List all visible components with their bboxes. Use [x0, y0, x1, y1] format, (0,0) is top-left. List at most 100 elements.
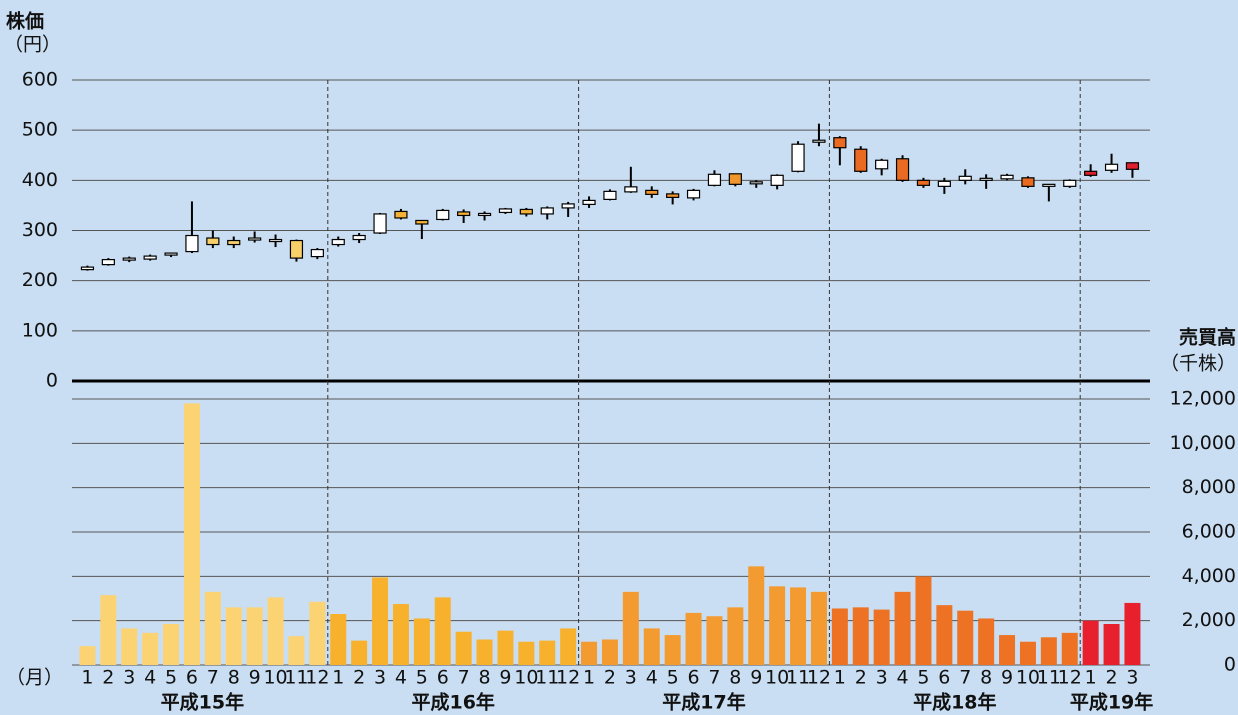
x-tick-label: 4 [897, 667, 909, 689]
year-label: 平成15年 [161, 691, 244, 714]
x-tick-label: 8 [729, 667, 741, 689]
y2-tick-label: 2,000 [1182, 609, 1236, 631]
volume-bar [267, 597, 284, 665]
volume-bar [560, 628, 577, 665]
candle-body [436, 209, 450, 221]
x-tick-label: 5 [667, 667, 679, 689]
year-label: 平成17年 [662, 691, 745, 714]
candle-body [1021, 177, 1035, 187]
candle-body [707, 173, 722, 186]
x-tick-label: 10 [263, 667, 287, 689]
y2-axis-unit: （千株） [1160, 353, 1236, 375]
candle-body [686, 189, 701, 199]
x-tick-label: 11 [284, 667, 308, 689]
x-tick-label: 3 [374, 667, 386, 689]
candle-body [185, 234, 199, 253]
x-axis-unit: （月） [6, 667, 63, 689]
candle-body [1042, 183, 1056, 187]
volume-bar [413, 618, 430, 665]
x-tick-label: 2 [353, 667, 365, 689]
volume-bar [643, 628, 660, 665]
x-tick-label: 10 [514, 667, 538, 689]
y-tick-label: 400 [22, 169, 58, 191]
candle-body [875, 159, 889, 170]
candle-body [394, 210, 408, 219]
x-tick-label: 4 [646, 667, 658, 689]
volume-bar [539, 640, 556, 665]
candle-body [248, 237, 262, 241]
candle-body [958, 175, 972, 181]
x-tick-label: 7 [458, 667, 470, 689]
candle-body [310, 248, 324, 258]
candle-body [477, 212, 492, 217]
volume-bar [163, 623, 180, 665]
volume-bar [664, 635, 681, 665]
candle-body [331, 238, 345, 246]
x-tick-label: 9 [1001, 667, 1013, 689]
volume-bar [455, 631, 472, 665]
y-axis-label: 株価 [6, 10, 44, 33]
candle-body [582, 199, 596, 206]
x-tick-label: 3 [625, 667, 637, 689]
candle-body [457, 211, 471, 217]
x-tick-label: 1 [583, 667, 595, 689]
x-tick-label: 1 [1085, 667, 1097, 689]
y2-tick-label: 0 [1224, 654, 1236, 676]
candle-body [519, 208, 533, 215]
y2-tick-label: 12,000 [1170, 388, 1236, 410]
volume-bar [978, 618, 995, 665]
candle-body [1125, 162, 1140, 170]
volume-bar [581, 641, 598, 665]
candle-body [624, 186, 638, 193]
y-tick-label: 200 [22, 269, 58, 291]
candle-body [645, 189, 659, 195]
x-tick-label: 7 [959, 667, 971, 689]
candle-body [812, 139, 826, 143]
volume-bar [769, 586, 786, 665]
y2-tick-label: 4,000 [1182, 565, 1236, 587]
x-tick-label: 7 [708, 667, 720, 689]
candle-body [1084, 170, 1098, 176]
volume-bar [79, 646, 96, 665]
x-tick-label: 1 [834, 667, 846, 689]
x-tick-label: 9 [249, 667, 261, 689]
volume-bar [225, 607, 242, 665]
volume-bar [831, 608, 848, 665]
x-tick-label: 12 [1058, 667, 1082, 689]
candle-body [289, 239, 304, 259]
x-tick-label: 5 [165, 667, 177, 689]
volume-bar [142, 632, 159, 665]
volume-bar [957, 610, 974, 665]
candle-body [916, 179, 931, 186]
volume-bar [121, 628, 138, 665]
x-tick-label: 1 [332, 667, 344, 689]
y2-tick-label: 6,000 [1182, 521, 1236, 543]
x-tick-label: 12 [807, 667, 831, 689]
x-tick-label: 5 [416, 667, 428, 689]
x-tick-label: 4 [395, 667, 407, 689]
x-tick-label: 9 [750, 667, 762, 689]
candle-body [561, 203, 575, 209]
y-axis-unit: （円） [4, 34, 61, 56]
x-tick-label: 11 [535, 667, 559, 689]
x-tick-label: 7 [207, 667, 219, 689]
x-tick-label: 3 [876, 667, 888, 689]
volume-bar [894, 591, 911, 665]
x-tick-label: 11 [1037, 667, 1061, 689]
volume-bar [1019, 641, 1036, 665]
x-tick-label: 4 [144, 667, 156, 689]
year-label: 平成18年 [913, 691, 996, 714]
candle-body [1000, 174, 1014, 180]
volume-bar [518, 641, 535, 665]
x-tick-label: 8 [228, 667, 240, 689]
x-tick-label: 9 [499, 667, 511, 689]
y2-tick-label: 10,000 [1170, 432, 1236, 454]
year-label: 平成16年 [411, 691, 494, 714]
x-tick-label: 5 [917, 667, 929, 689]
candle-body [415, 219, 429, 225]
x-tick-label: 6 [437, 667, 449, 689]
year-label: 平成19年 [1070, 691, 1153, 714]
x-tick-label: 2 [855, 667, 867, 689]
candle-body [1063, 179, 1077, 187]
